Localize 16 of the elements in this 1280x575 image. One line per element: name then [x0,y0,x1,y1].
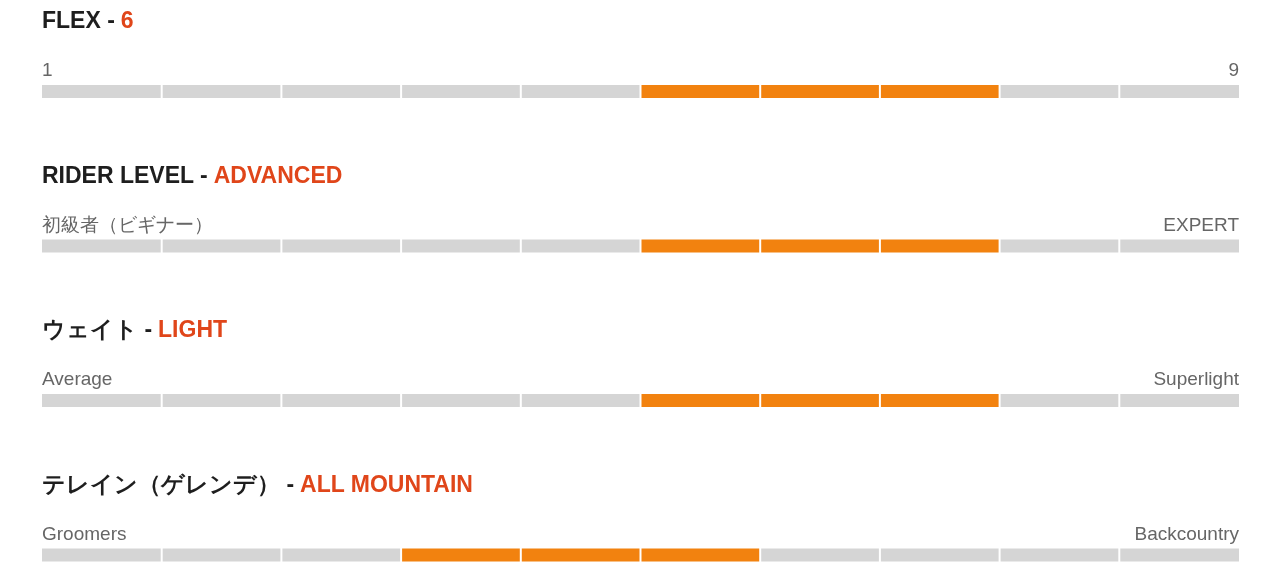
chart-subtitle: 6 [120,7,134,33]
text: 9 [1228,59,1239,80]
chart-subtitle: ALL MOUNTAIN [300,470,473,497]
chart-subtitle: ADVANCED [213,161,343,188]
text: Average [42,368,113,389]
text: Superlight [1153,368,1240,389]
text: 1 [42,59,53,80]
chart-title: RIDER LEVEL - [42,161,208,188]
chart-subtitle: LIGHT [158,316,228,342]
text: EXPERT [1163,213,1240,235]
chart-title: ウェイト - [42,316,153,342]
text: 初級者（ビギナー） [42,213,213,235]
chart-title: テレイン（ゲレンデ） - [42,470,295,497]
text: Backcountry [1134,522,1240,544]
text: Groomers [42,522,127,544]
chart-title: FLEX - [42,7,115,33]
